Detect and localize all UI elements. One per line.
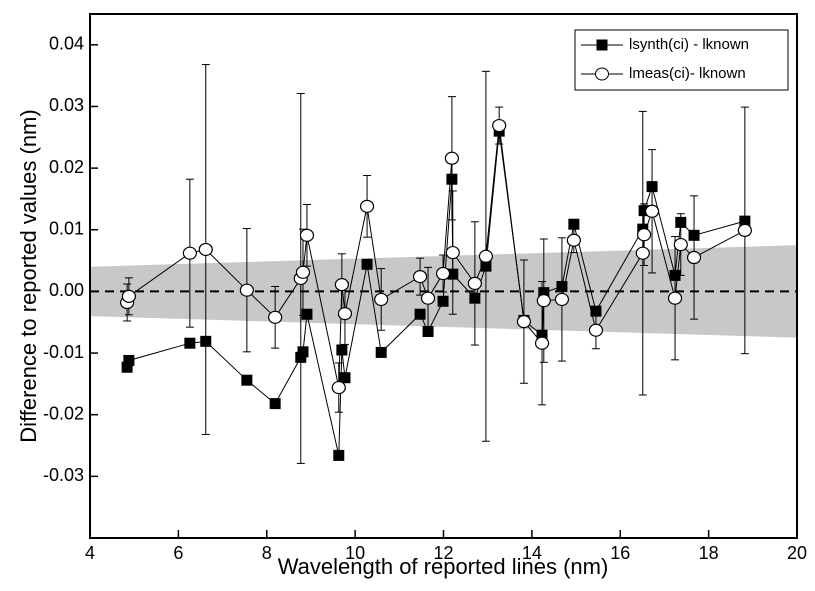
marker (336, 344, 348, 356)
marker (492, 118, 507, 133)
marker (337, 307, 353, 321)
y-tick-label: 0.00 (49, 280, 84, 300)
marker (334, 278, 349, 292)
marker (637, 228, 652, 242)
marker (374, 292, 389, 307)
x-tick-label: 4 (85, 543, 95, 563)
x-axis-label: Wavelength of reported lines (nm) (278, 554, 609, 579)
marker (121, 361, 133, 373)
legend-box (574, 29, 789, 91)
marker (686, 250, 702, 265)
marker (420, 291, 436, 305)
marker (590, 305, 602, 317)
y-tick-label: -0.03 (43, 465, 84, 485)
marker (361, 258, 373, 270)
marker (635, 246, 650, 260)
series (120, 64, 752, 464)
marker (536, 294, 551, 308)
y-tick-label: 0.02 (49, 157, 84, 177)
marker (478, 249, 494, 263)
marker (297, 346, 309, 358)
marker (375, 346, 387, 358)
marker (588, 323, 604, 337)
plot-frame (89, 13, 798, 539)
marker (444, 151, 459, 165)
marker (516, 315, 532, 329)
marker (269, 398, 281, 410)
marker (435, 266, 451, 281)
marker (333, 449, 345, 461)
marker (673, 237, 688, 252)
legend-marker (595, 67, 609, 81)
marker (359, 199, 375, 213)
marker (534, 336, 550, 350)
marker (568, 218, 580, 230)
marker (331, 380, 346, 395)
marker (121, 289, 136, 303)
marker (412, 270, 428, 284)
x-tick-label: 8 (262, 543, 272, 563)
marker (339, 372, 351, 384)
marker (437, 295, 449, 307)
marker (268, 310, 283, 324)
marker (295, 265, 311, 279)
marker (241, 374, 253, 386)
x-tick-label: 12 (433, 543, 453, 563)
marker (467, 276, 482, 290)
y-tick-label: -0.01 (43, 342, 84, 362)
marker (123, 354, 135, 366)
legend-marker (596, 39, 608, 51)
y-tick-label: 0.03 (49, 95, 84, 115)
marker (667, 291, 683, 305)
x-tick-label: 6 (173, 543, 183, 563)
marker (644, 204, 660, 218)
legend-label: lmeas(ci)- lknown (629, 65, 746, 82)
marker (566, 233, 581, 247)
marker (737, 223, 752, 237)
x-tick-label: 18 (699, 543, 719, 563)
x-tick-label: 14 (522, 543, 542, 563)
marker (184, 337, 196, 349)
marker (239, 283, 254, 297)
marker (554, 292, 570, 307)
marker (301, 308, 313, 320)
x-tick-label: 16 (610, 543, 630, 563)
x-tick-label: 20 (787, 543, 807, 563)
marker (445, 245, 460, 260)
marker (198, 242, 213, 257)
marker (299, 228, 315, 242)
x-tick-label: 10 (345, 543, 365, 563)
marker (422, 325, 434, 337)
legend-label: lsynth(ci) - lknown (629, 36, 749, 53)
y-tick-label: 0.04 (49, 34, 84, 54)
y-axis-label: Difference to reported values (nm) (16, 109, 41, 442)
y-tick-label: -0.02 (43, 403, 84, 423)
marker (182, 246, 197, 260)
y-tick-label: 0.01 (49, 219, 84, 239)
marker (414, 308, 426, 320)
